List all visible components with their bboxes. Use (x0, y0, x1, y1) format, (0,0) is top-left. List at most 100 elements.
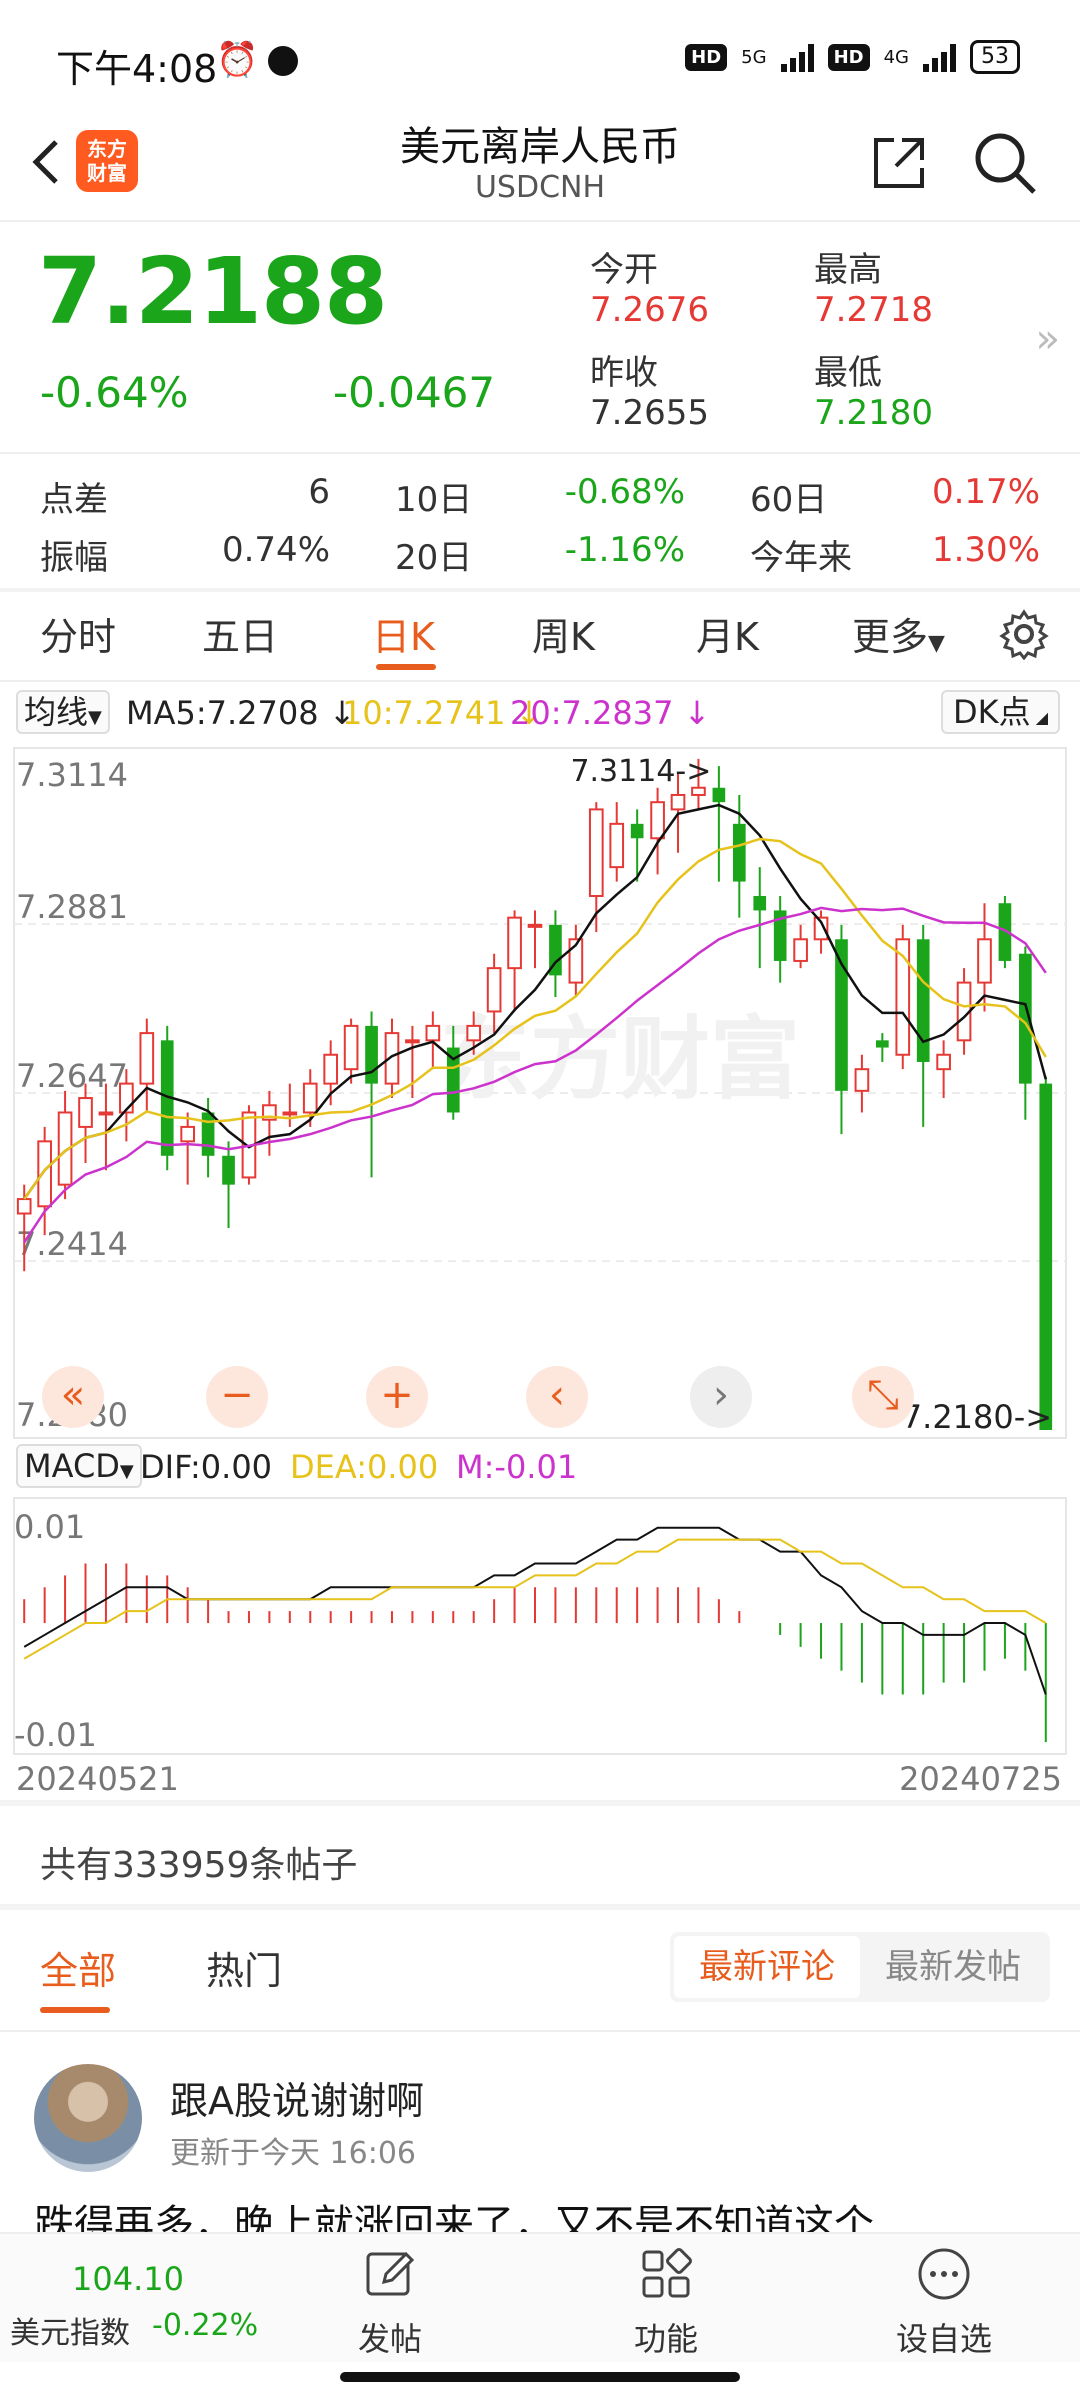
macd-y-tick: -0.01 (14, 1716, 97, 1754)
back-icon[interactable] (22, 132, 72, 192)
gear-icon[interactable] (998, 608, 1050, 660)
macd-dea: DEA:0.00 (290, 1448, 439, 1486)
candle-down (712, 787, 726, 803)
candle-up (425, 1024, 441, 1042)
ytd-value: 1.30% (931, 530, 1040, 570)
change-percent: -0.64% (40, 368, 189, 417)
more-dots-icon (918, 2248, 970, 2300)
signal-bars-icon (780, 42, 814, 72)
scroll-right-button[interactable]: › (690, 1366, 752, 1428)
post-button[interactable]: 发帖 (320, 2246, 460, 2360)
spread-label: 点差 (40, 480, 108, 520)
sort-latest-post[interactable]: 最新发帖 (885, 1947, 1021, 1987)
ma-indicator-bar: 均线▼ MA5:7.2708 ↓ 10:7.2741 ↓ 20:7.2837 ↓… (0, 690, 1080, 738)
fullscreen-button[interactable]: ⤡ (852, 1366, 914, 1428)
candle-down (446, 1047, 460, 1113)
candle-up (977, 938, 992, 984)
d10-value: -0.68% (564, 472, 685, 512)
candle-down (998, 903, 1012, 961)
candle-down (222, 1155, 235, 1185)
zoom-out-button[interactable]: − (206, 1366, 268, 1428)
sort-segment: 最新评论 最新发帖 (670, 1932, 1050, 2002)
macd-indicator-bar: MACD▼ DIF:0.00 DEA:0.00 M:-0.01 (0, 1444, 1080, 1492)
candle-up (936, 1053, 951, 1071)
divider (0, 588, 1080, 594)
open-label: 今开 (590, 250, 658, 290)
header: 东方 财富 美元离岸人民币 USDCNH (0, 110, 1080, 220)
ytd-label: 今年来 (750, 538, 852, 578)
candle-up (507, 916, 522, 970)
function-button[interactable]: 功能 (596, 2246, 736, 2360)
tab-monthly-k[interactable]: 月K (696, 615, 759, 659)
amplitude-value: 0.74% (221, 530, 330, 570)
net-4g-label: 4G (883, 46, 909, 68)
open-value: 7.2676 (590, 290, 709, 330)
sort-latest-comment[interactable]: 最新评论 (674, 1936, 860, 1998)
add-favorite-button[interactable]: 设自选 (874, 2246, 1014, 2360)
candle-up (568, 938, 584, 984)
share-icon[interactable] (868, 132, 930, 194)
candle-up (16, 1198, 32, 1215)
zoom-in-button[interactable]: + (366, 1366, 428, 1428)
high-value: 7.2718 (814, 290, 933, 330)
function-button-label: 功能 (633, 2320, 698, 2358)
app-logo: 东方 财富 (76, 130, 138, 192)
high-label: 最高 (814, 250, 882, 290)
macd-selector[interactable]: MACD▼ (16, 1444, 142, 1488)
tab-weekly-k[interactable]: 周K (532, 615, 595, 659)
x-start-label: 20240521 (16, 1760, 179, 1794)
candle-up (854, 1068, 870, 1092)
candle-up (78, 1097, 93, 1128)
tab-all-posts[interactable]: 全部 (40, 1949, 117, 1993)
low-label: 最低 (814, 353, 882, 393)
min-price-label: 7.2180-> (902, 1398, 1052, 1436)
tab-five-day[interactable]: 五日 (202, 615, 279, 659)
edit-icon (366, 2251, 415, 2296)
expand-chevron-icon[interactable]: » (1035, 316, 1060, 362)
post-username[interactable]: 跟A股说谢谢啊 (170, 2079, 424, 2123)
d60-label: 60日 (750, 480, 828, 520)
usd-index-name: 美元指数 (10, 2316, 130, 2351)
net-5g-label: 5G (741, 46, 767, 68)
candle-up (527, 923, 543, 928)
candlestick-chart[interactable]: 7.31147.28817.26477.24147.2180东方财富7.3114… (0, 740, 1080, 1440)
status-right: HD 5G HD 4G 53 (685, 40, 1020, 74)
ma20-line (23, 906, 1047, 1244)
max-price-label: 7.3114-> (570, 754, 711, 789)
low-value: 7.2180 (814, 393, 933, 433)
candle-down (630, 823, 644, 839)
battery-icon: 53 (970, 40, 1020, 74)
tab-more[interactable]: 更多▼ (852, 615, 945, 659)
post-button-label: 发帖 (357, 2320, 422, 2358)
candle-down (732, 823, 746, 882)
page-title: 美元离岸人民币 (400, 124, 680, 170)
scroll-left-button[interactable]: ‹ (526, 1366, 588, 1428)
ma20-value: 20:7.2837 ↓ (510, 694, 711, 732)
avatar[interactable] (34, 2064, 142, 2172)
search-icon[interactable] (970, 128, 1040, 198)
tab-hot-posts[interactable]: 热门 (206, 1949, 283, 1993)
bottom-bar: 104.10 美元指数 -0.22% 发帖 功能 设 (0, 2232, 1080, 2362)
ma-selector[interactable]: 均线▼ (16, 690, 110, 734)
tab-intraday[interactable]: 分时 (40, 615, 117, 659)
y-tick-label: 7.2647 (16, 1057, 128, 1095)
zoom-out-far-button[interactable]: « (42, 1366, 104, 1428)
x-end-label: 20240725 (899, 1760, 1062, 1794)
status-time: 下午4:08 (56, 47, 218, 91)
candle-up (180, 1125, 196, 1143)
ma5-line (23, 803, 1047, 1200)
period-tabs: 分时 五日 日K 周K 月K 更多▼ (0, 592, 1080, 678)
watermark: 东方财富 (440, 1007, 800, 1112)
candle-up (37, 1140, 52, 1208)
tab-daily-k[interactable]: 日K (372, 615, 435, 659)
divider (0, 452, 1080, 454)
post-count: 共有333959条帖子 (40, 1845, 358, 1886)
amplitude-label: 振幅 (40, 538, 108, 578)
y-tick-label: 7.3114 (16, 756, 128, 794)
macd-chart[interactable]: 0.01 -0.01 20240521 20240725 (0, 1494, 1080, 1794)
candle-up (98, 1111, 114, 1116)
candle-down (1039, 1083, 1053, 1430)
status-bar: 下午4:08 ⏰ HD 5G HD 4G 53 (0, 0, 1080, 120)
dk-point-selector[interactable]: DK点 ◢ (940, 690, 1060, 734)
ma10-line (23, 837, 1047, 1200)
